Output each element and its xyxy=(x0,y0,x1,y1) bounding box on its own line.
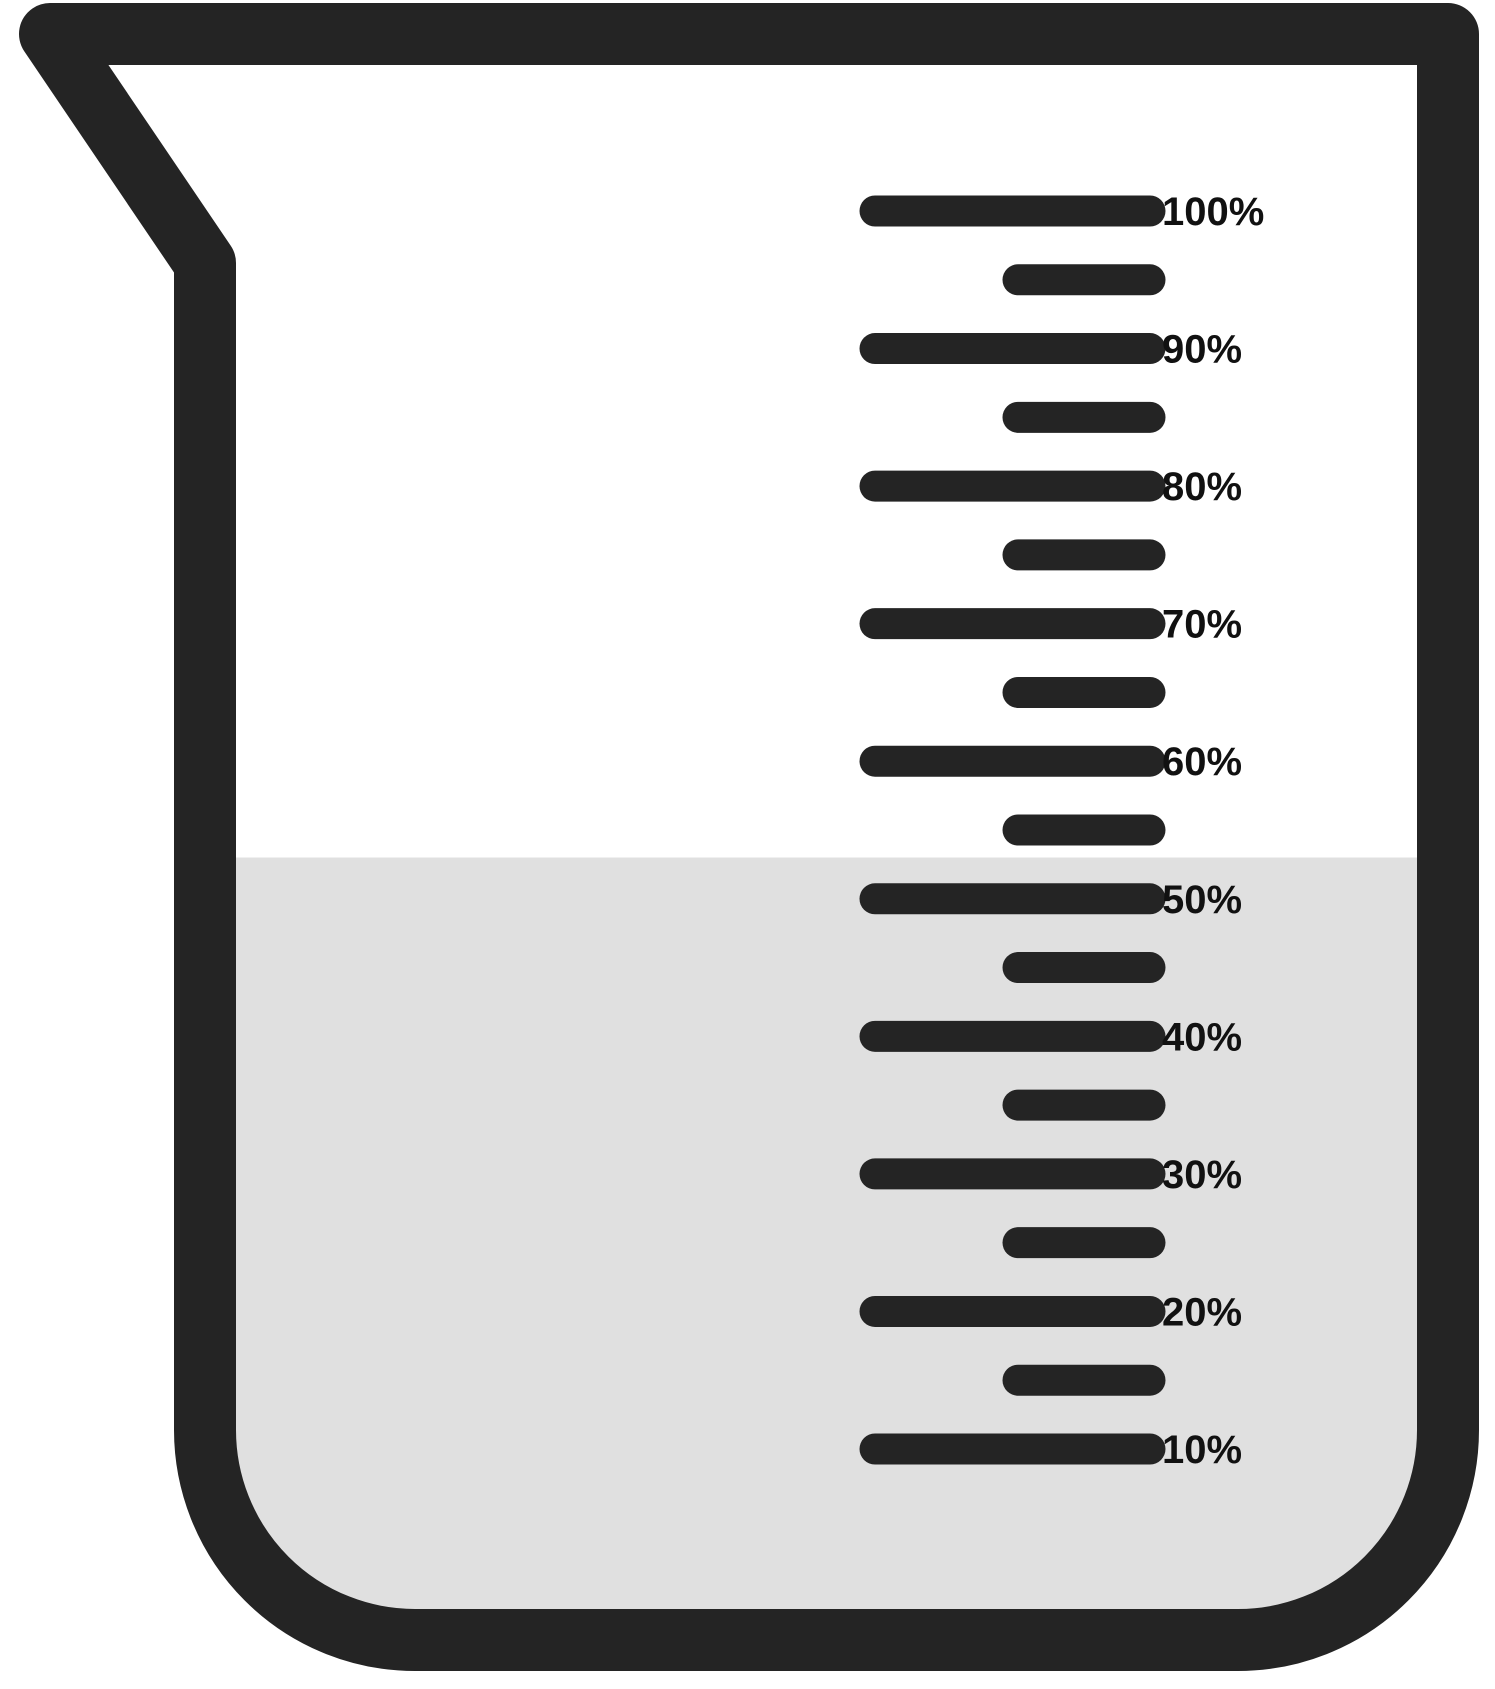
mark-label-100: 100% xyxy=(1162,190,1264,234)
measurement-scale: 100% 90% 80% 70% 60% 50% 40% 30% 20% 10% xyxy=(859,190,1264,1472)
mark-label-50: 50% xyxy=(1162,878,1242,922)
mark-label-60: 60% xyxy=(1162,740,1242,784)
beaker-outline xyxy=(19,3,1479,1671)
mark-label-40: 40% xyxy=(1162,1015,1242,1059)
mark-label-30: 30% xyxy=(1162,1153,1242,1197)
mark-label-90: 90% xyxy=(1162,328,1242,372)
mark-label-70: 70% xyxy=(1162,603,1242,647)
mark-label-80: 80% xyxy=(1162,465,1242,509)
mark-label-20: 20% xyxy=(1162,1290,1242,1334)
liquid-fill xyxy=(200,857,1418,1610)
mark-label-10: 10% xyxy=(1162,1428,1242,1472)
